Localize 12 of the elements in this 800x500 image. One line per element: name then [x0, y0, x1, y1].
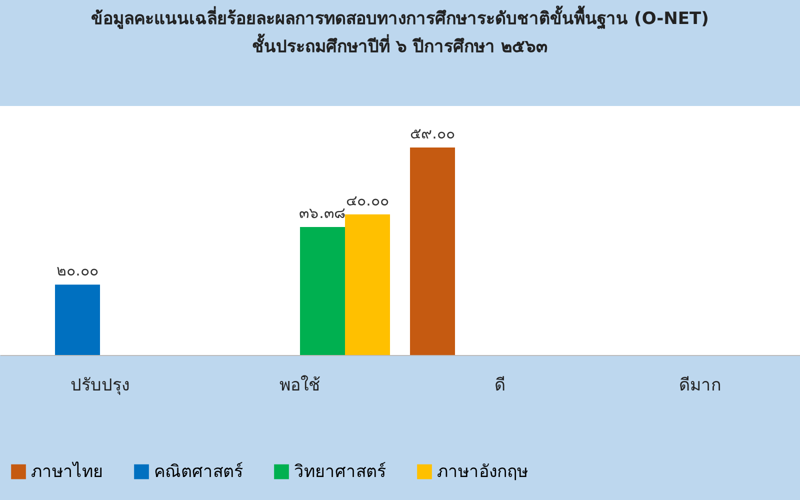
x-tick-label: พอใช้: [280, 374, 320, 396]
data-label: ๒๐.๐๐: [56, 262, 98, 280]
legend-label: คณิตศาสตร์: [154, 462, 243, 482]
legend-label: วิทยาศาสตร์: [294, 462, 386, 482]
x-tick-label: ดี: [494, 376, 506, 396]
x-tick-label: ดีมาก: [679, 376, 721, 396]
data-label: ๕๙.๐๐: [410, 124, 455, 142]
data-label: ๓๖.๓๘: [299, 204, 346, 222]
data-label: ๔๐.๐๐: [346, 191, 389, 210]
legend-label: ภาษาอังกฤษ: [437, 462, 528, 482]
legend-label: ภาษาไทย: [31, 460, 103, 482]
x-tick-label: ปรับปรุง: [70, 376, 130, 396]
